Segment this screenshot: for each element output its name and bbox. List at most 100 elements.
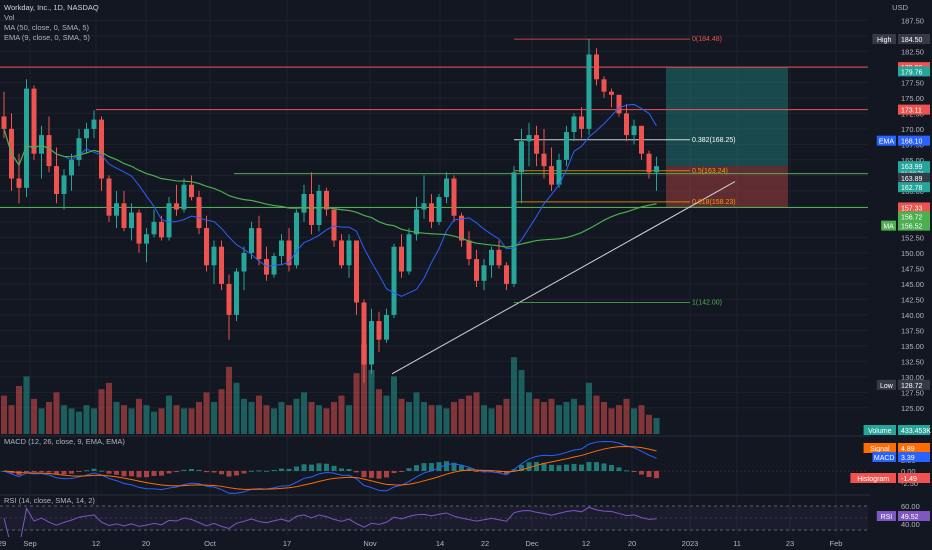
histogram-bar — [526, 462, 532, 471]
histogram-bar — [556, 465, 562, 471]
volume-bar — [563, 402, 570, 434]
rsi-legend[interactable]: RSI (14, close, SMA, 14, 2) — [4, 496, 95, 505]
chart-legend: Workday, Inc., 1D, NASDAQ Vol MA (50, cl… — [4, 3, 99, 43]
histogram-bar — [459, 465, 464, 471]
volume-bar — [46, 402, 52, 434]
candle-body — [346, 240, 352, 266]
candle-body — [369, 321, 374, 365]
candle-body — [631, 125, 637, 136]
y-tick-label: 130.00 — [901, 373, 924, 382]
candle-body — [256, 228, 262, 260]
candle-body — [24, 88, 29, 188]
volume-bar — [518, 370, 525, 434]
price-tag — [863, 443, 896, 453]
candle-body — [249, 228, 254, 253]
volume-bar — [466, 395, 472, 434]
candle-body — [579, 116, 584, 129]
candle-body — [144, 234, 149, 244]
histogram-bar — [234, 471, 239, 476]
candle-body — [361, 302, 367, 365]
volume-bar — [293, 398, 300, 434]
y-tick-label: 187.50 — [901, 16, 924, 25]
price-tag — [898, 182, 930, 193]
volume-bar — [511, 357, 517, 434]
histogram-bar — [316, 463, 322, 471]
histogram-bar — [504, 471, 509, 474]
price-tag-label: Low — [880, 383, 894, 390]
candle-body — [324, 190, 329, 210]
volume-bar — [458, 398, 465, 434]
histogram-bar — [121, 471, 127, 477]
price-tag-value: 156.52 — [901, 224, 923, 231]
volume-bar — [248, 402, 255, 434]
y-tick-label: 142.50 — [901, 295, 924, 304]
ema-label[interactable]: EMA (9, close, 0, SMA, 5) — [4, 33, 90, 42]
volume-bar — [533, 398, 540, 434]
rsi-tick-label: 60.00 — [901, 502, 920, 511]
x-tick-label: 2023 — [682, 539, 699, 548]
price-tag — [898, 443, 930, 453]
histogram-bar — [541, 462, 547, 471]
rsi-line — [3, 506, 657, 549]
price-tag — [898, 379, 930, 390]
price-tag-value: 179.76 — [901, 69, 923, 76]
price-tag — [898, 34, 930, 44]
volume-bar — [61, 405, 67, 434]
price-tag — [872, 34, 896, 44]
volume-bar — [106, 382, 112, 434]
vol-label[interactable]: Vol — [4, 13, 15, 22]
ma-label[interactable]: MA (50, close, 0, SMA, 5) — [4, 23, 90, 32]
candle-body — [16, 178, 22, 188]
price-tag — [876, 511, 896, 521]
volume-bar — [481, 405, 487, 434]
candle-body — [1, 116, 7, 129]
candle-body — [451, 178, 457, 216]
histogram-bar — [211, 471, 217, 473]
time-axis-background — [0, 537, 932, 550]
y-tick-label: 165.00 — [901, 156, 924, 165]
histogram-bar — [189, 468, 194, 471]
histogram-bar — [369, 471, 374, 478]
volume-bar — [578, 405, 585, 434]
histogram-bar — [354, 471, 359, 473]
candle-body — [301, 194, 307, 213]
price-tag-value: 184.50 — [901, 37, 923, 44]
price-tag — [898, 202, 930, 213]
volume-bar — [98, 389, 105, 434]
volume-bar — [608, 408, 615, 434]
macd-legend[interactable]: MACD (12, 26, close, 9, EMA, EMA) — [4, 437, 125, 446]
volume-bar — [631, 408, 637, 434]
candle-body — [226, 283, 232, 315]
histogram-bar — [114, 471, 119, 475]
macd-panel — [0, 441, 868, 494]
candle-body — [106, 178, 112, 216]
candle-body — [571, 116, 577, 132]
volume-bar — [428, 405, 435, 434]
y-tick-label: 145.00 — [901, 280, 924, 289]
histogram-bar — [421, 463, 427, 471]
x-tick-label: 29 — [0, 539, 6, 548]
candle-body — [136, 212, 142, 244]
symbol-title[interactable]: Workday, Inc., 1D, NASDAQ — [4, 3, 99, 12]
histogram-bar — [399, 471, 404, 472]
price-tag — [898, 104, 930, 115]
volume-bar — [323, 408, 330, 434]
volume-bar — [173, 405, 180, 434]
volume-bar — [623, 398, 630, 434]
price-tag-value: 49.52 — [901, 514, 919, 521]
price-tag-label: MA — [883, 224, 894, 231]
fib-label: 1(142.00) — [692, 300, 722, 307]
volume-bar — [263, 405, 270, 434]
price-tag — [898, 511, 930, 521]
candle-body — [339, 240, 344, 266]
candle-body — [654, 166, 659, 173]
candle-body — [444, 178, 449, 198]
volume-bar — [443, 408, 450, 434]
candle-body — [234, 271, 239, 315]
x-tick-label: 12 — [582, 539, 590, 548]
histogram-bar — [279, 468, 284, 471]
trend-line — [391, 181, 736, 375]
histogram-bar — [549, 464, 554, 471]
price-tag — [898, 473, 930, 483]
